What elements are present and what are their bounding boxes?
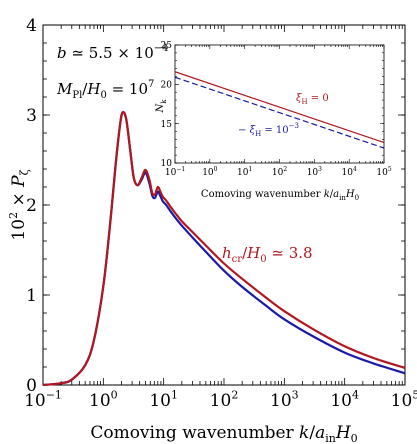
main-x-tick-labels: 10−1 100 101 102 103 104 105 <box>24 388 417 411</box>
inset-legend-xi-neg: − ξH = 10−3 <box>238 122 299 138</box>
main-y-axis-label: 102 × Pζ <box>7 169 31 240</box>
x-tick-label: 101 <box>149 388 178 411</box>
main-x-axis-label: Comoving wavenumber k/ainH0 <box>90 423 357 444</box>
main-plot: 10−1 100 101 102 103 104 105 0 1 2 3 4 Comoving wa… <box>7 16 417 444</box>
y-tick-label: 2 <box>26 196 37 216</box>
x-tick-label: 104 <box>330 388 359 411</box>
main-tick-marks <box>42 24 406 386</box>
series-line-0 <box>174 71 385 144</box>
x-tick-label: 103 <box>270 388 299 411</box>
x-tick-label: 100 <box>202 166 217 178</box>
main-series-group <box>42 111 406 387</box>
y-tick-label: 3 <box>26 106 37 126</box>
inset-x-tick-labels: 10−1 100 101 102 103 104 105 <box>165 166 392 178</box>
series-line-1 <box>174 76 385 149</box>
inset-y-axis-label: Nk <box>155 99 168 114</box>
y-tick-label: 25 <box>161 41 173 51</box>
main-y-tick-labels: 0 1 2 3 4 <box>26 16 37 396</box>
x-tick-label: 101 <box>237 166 252 178</box>
inset-y-tick-labels: 10 15 20 25 <box>161 41 173 169</box>
x-tick-label: 10−1 <box>165 166 185 178</box>
x-tick-label: 105 <box>376 166 391 178</box>
x-tick-label: 104 <box>342 166 357 178</box>
y-tick-label: 10 <box>161 159 173 169</box>
inset-tick-marks <box>174 44 385 164</box>
inset-background <box>175 45 384 163</box>
y-tick-label: 15 <box>161 120 173 130</box>
y-tick-label: 20 <box>161 80 173 90</box>
inset-legend-xi-zero: ξH = 0 <box>296 93 329 106</box>
x-tick-label: 103 <box>307 166 322 178</box>
inset-series-group <box>174 71 385 149</box>
annotation-mpl: MPl/H0 = 107 <box>56 79 154 101</box>
x-tick-label: 102 <box>210 388 239 411</box>
x-tick-label: 105 <box>391 388 417 411</box>
series-line-1 <box>42 111 406 387</box>
x-tick-label: 10−1 <box>24 388 62 411</box>
inset-x-axis-label: Comoving wavenumber k/ainH0 <box>201 189 359 202</box>
y-tick-label: 4 <box>26 16 37 36</box>
y-tick-label: 0 <box>26 376 37 396</box>
x-tick-label: 102 <box>272 166 287 178</box>
y-tick-label: 1 <box>26 286 37 306</box>
inset-plot: 10−1 100 101 102 103 104 105 10 15 20 25 Comoving… <box>155 41 392 202</box>
annotation-hcr: hcr/H0 ≃ 3.8 <box>222 244 313 265</box>
x-tick-label: 100 <box>89 388 118 411</box>
annotation-b: b ≃ 5.5 × 10−4 <box>57 43 169 62</box>
